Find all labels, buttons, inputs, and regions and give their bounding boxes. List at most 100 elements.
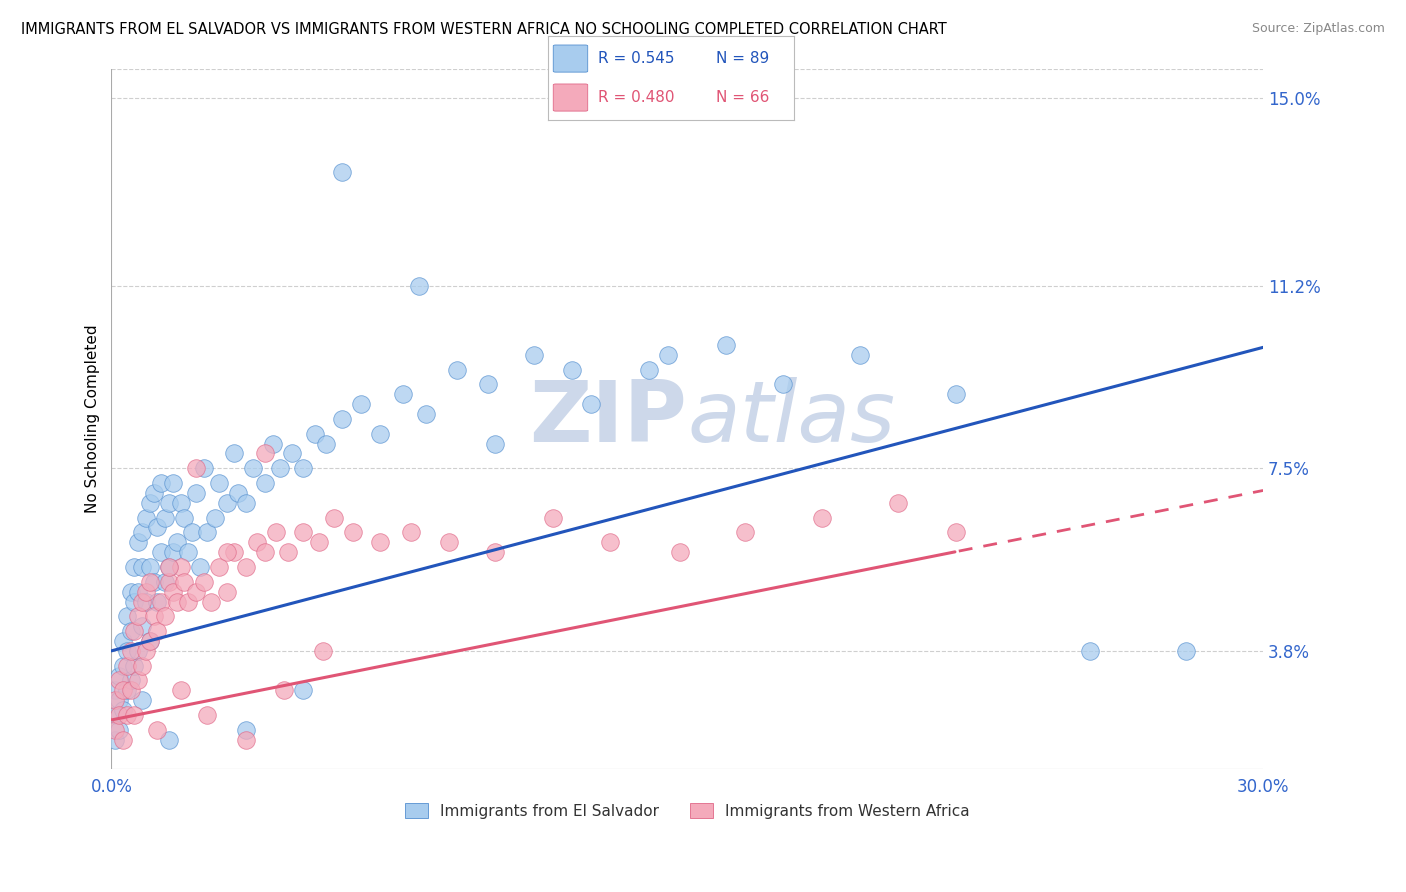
Point <box>292 525 315 540</box>
Point <box>277 545 299 559</box>
Text: ZIP: ZIP <box>530 377 688 460</box>
Point <box>235 496 257 510</box>
Point <box>166 594 188 608</box>
Text: atlas: atlas <box>688 377 896 460</box>
Point <box>124 560 146 574</box>
Point <box>173 574 195 589</box>
Point <box>169 560 191 574</box>
Point <box>127 673 149 688</box>
Point <box>115 708 138 723</box>
Point <box>108 708 131 723</box>
Point <box>215 545 238 559</box>
Point <box>139 574 162 589</box>
Point <box>177 594 200 608</box>
Point <box>315 436 337 450</box>
Point <box>135 594 157 608</box>
Text: Source: ZipAtlas.com: Source: ZipAtlas.com <box>1251 22 1385 36</box>
Point <box>108 723 131 737</box>
Point <box>146 594 169 608</box>
Point <box>323 510 346 524</box>
Point <box>139 560 162 574</box>
Point <box>200 594 222 608</box>
Point <box>235 723 257 737</box>
Point <box>131 693 153 707</box>
Point <box>439 535 461 549</box>
Point <box>945 387 967 401</box>
Point <box>150 545 173 559</box>
Point <box>446 362 468 376</box>
Point <box>157 560 180 574</box>
Point <box>150 594 173 608</box>
Point <box>281 446 304 460</box>
Point <box>150 476 173 491</box>
Point <box>342 525 364 540</box>
Point <box>330 412 353 426</box>
Point <box>273 683 295 698</box>
Point <box>193 574 215 589</box>
Point <box>810 510 832 524</box>
Point <box>127 584 149 599</box>
Point <box>135 644 157 658</box>
Point <box>253 446 276 460</box>
Point <box>242 461 264 475</box>
Point <box>415 407 437 421</box>
Point <box>399 525 422 540</box>
Point <box>124 594 146 608</box>
Point <box>177 545 200 559</box>
Point <box>111 732 134 747</box>
Point <box>408 278 430 293</box>
Point <box>714 338 737 352</box>
Point <box>166 535 188 549</box>
Point <box>104 683 127 698</box>
Point <box>668 545 690 559</box>
Text: N = 89: N = 89 <box>716 51 769 66</box>
Point <box>235 732 257 747</box>
Point <box>226 486 249 500</box>
Point <box>162 476 184 491</box>
Point <box>111 683 134 698</box>
Point <box>484 436 506 450</box>
Point <box>849 348 872 362</box>
Point <box>131 619 153 633</box>
Point <box>523 348 546 362</box>
FancyBboxPatch shape <box>554 45 588 72</box>
Point <box>142 486 165 500</box>
Text: IMMIGRANTS FROM EL SALVADOR VS IMMIGRANTS FROM WESTERN AFRICA NO SCHOOLING COMPL: IMMIGRANTS FROM EL SALVADOR VS IMMIGRANT… <box>21 22 946 37</box>
Point <box>108 693 131 707</box>
Point <box>120 683 142 698</box>
Point <box>115 644 138 658</box>
Point <box>111 703 134 717</box>
Point <box>169 683 191 698</box>
Point <box>246 535 269 549</box>
Point <box>215 584 238 599</box>
Point <box>657 348 679 362</box>
Point <box>184 461 207 475</box>
Point <box>131 658 153 673</box>
Point <box>104 732 127 747</box>
Point <box>127 644 149 658</box>
Point <box>368 426 391 441</box>
FancyBboxPatch shape <box>554 84 588 112</box>
Point <box>350 397 373 411</box>
Text: R = 0.480: R = 0.480 <box>598 90 673 105</box>
Point <box>142 574 165 589</box>
Point <box>115 658 138 673</box>
Point <box>104 708 127 723</box>
Point <box>392 387 415 401</box>
Point <box>120 584 142 599</box>
Point <box>120 644 142 658</box>
Point <box>235 560 257 574</box>
Point <box>173 510 195 524</box>
Point <box>146 723 169 737</box>
Point <box>311 644 333 658</box>
Text: N = 66: N = 66 <box>716 90 769 105</box>
Point <box>193 461 215 475</box>
Point <box>104 723 127 737</box>
Point <box>269 461 291 475</box>
Point <box>330 165 353 179</box>
Point <box>108 673 131 688</box>
Point <box>195 525 218 540</box>
Point <box>477 377 499 392</box>
Point <box>181 525 204 540</box>
Point <box>146 624 169 639</box>
